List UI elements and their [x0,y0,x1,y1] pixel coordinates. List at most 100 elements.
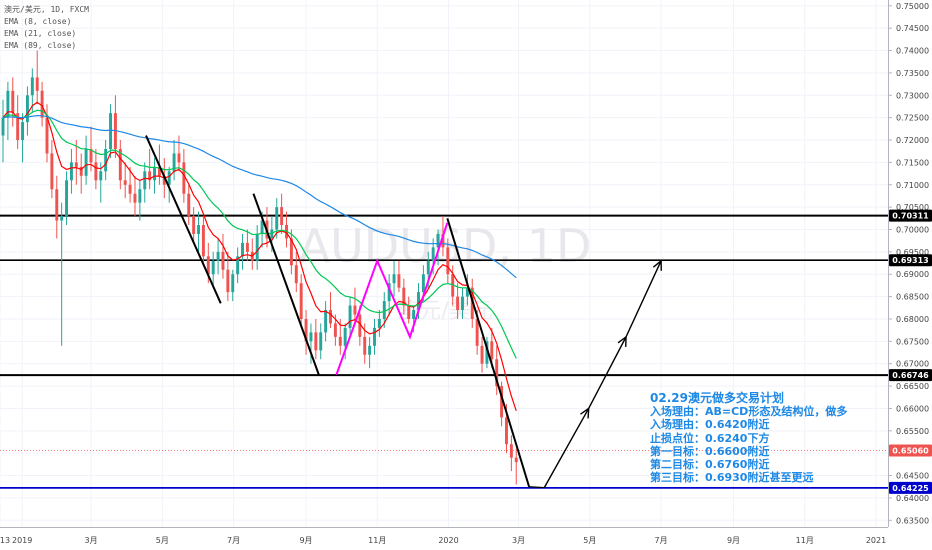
candle-body [25,95,29,123]
candle-body [30,77,34,96]
legend-ema-8: EMA (8, close) [4,17,72,26]
candle-body [402,287,406,306]
candle-body [333,323,337,337]
candle-body [373,327,376,346]
projection-base-line [529,486,545,489]
time-tick-label: 2020 [438,536,458,545]
candle-body [50,153,54,190]
candle-body [245,242,249,252]
candle-body [172,153,176,172]
price-tick-label: 0.66000 [896,404,929,413]
ema-lines [2,101,517,411]
level-label-box [889,481,932,494]
candle-body [157,166,161,176]
candle-body [368,345,372,355]
candle-body [216,251,220,261]
candle-body [314,332,318,351]
candle-body [495,359,499,387]
candle-body [74,162,78,167]
candle-body [118,148,122,181]
candle-body [89,148,93,163]
horizontal-levels [0,214,888,489]
candle-body [211,260,215,275]
candle-body [192,216,196,234]
ema-21-line [2,109,517,359]
candle-body [94,162,98,181]
candle-body [431,247,435,261]
level-label-box [889,444,932,457]
price-tick-label: 0.70500 [896,203,929,212]
arrow-head [652,259,662,271]
price-tick-label: 0.74500 [896,24,929,33]
candle-body [275,207,279,230]
price-tick-label: 0.74000 [896,47,929,56]
candle-body [348,305,352,328]
time-tick-label: 9月 [727,536,740,545]
trend-line [252,193,320,376]
candle-body [35,77,39,91]
candle-body [319,332,323,351]
candle-body [382,301,386,319]
ema-8-line [2,101,517,411]
candle-body [485,341,489,364]
candle-body [514,457,518,463]
candle-body [226,269,230,293]
price-tick-label: 0.70000 [896,226,929,235]
candle-body [69,162,73,181]
chart-grid [0,0,888,527]
candle-body [1,117,5,136]
ema-89-line [2,115,517,279]
candle-body [79,166,83,176]
level-label-text: 0.65060 [892,447,929,456]
level-label-text: 0.69313 [892,256,928,265]
candle-body [99,171,103,181]
candle-body [490,341,494,360]
price-tick-label: 0.63500 [896,516,929,525]
candle-body [241,242,244,257]
candle-body [392,274,396,284]
candle-body [475,318,479,346]
candle-body [353,305,357,315]
price-tick-label: 0.68000 [896,315,929,324]
candle-body [201,225,205,257]
candle-body [260,220,264,234]
trade-plan-text: 02.29澳元做多交易计划 入场理由：AB=CD形态及结构位，做多 入场理由：0… [650,391,848,484]
candle-body [60,216,64,221]
candle-body [465,287,469,297]
price-tick-label: 0.67500 [896,337,929,346]
trend-line [446,218,531,488]
price-tick-label: 0.68500 [896,293,929,302]
candle-body [397,274,401,288]
candle-body [387,283,391,302]
candle-body [167,171,171,185]
time-tick-label: 11月 [796,536,814,545]
time-tick-label: 7月 [227,536,240,545]
candle-body [221,251,225,270]
candle-body [182,162,186,194]
candle-body [40,90,44,118]
price-tick-label: 0.64000 [896,494,929,503]
level-label-text: 0.70311 [892,212,929,221]
price-tick-label: 0.75000 [896,2,929,11]
price-tick-label: 0.67000 [896,360,929,369]
price-tick-label: 0.71500 [896,158,929,167]
candle-body [109,113,113,149]
trade-plan-line: 止损点位：0.6240下方 [650,431,770,445]
abcd-pattern-line [335,222,449,376]
price-tick-label: 0.69000 [896,270,929,279]
level-label-box [889,209,932,222]
chart-legend: 澳元/美元, 1D, FXCM EMA (8, close) EMA (21, … [4,4,89,52]
trade-plan-line: 入场理由：AB=CD形态及结构位，做多 [650,405,848,419]
candle-body [505,417,508,445]
candle-body [148,171,152,181]
candle-body [128,184,132,194]
time-tick-label: 2019 [12,536,32,545]
trade-plan-line: 第一目标：0.6600附近 [650,444,770,458]
candle-body [324,310,328,333]
price-tick-label: 0.73000 [896,91,929,100]
candle-body [16,113,20,141]
time-tick-label: 13 [0,536,10,545]
candle-body [480,345,484,364]
candle-body [461,296,464,311]
